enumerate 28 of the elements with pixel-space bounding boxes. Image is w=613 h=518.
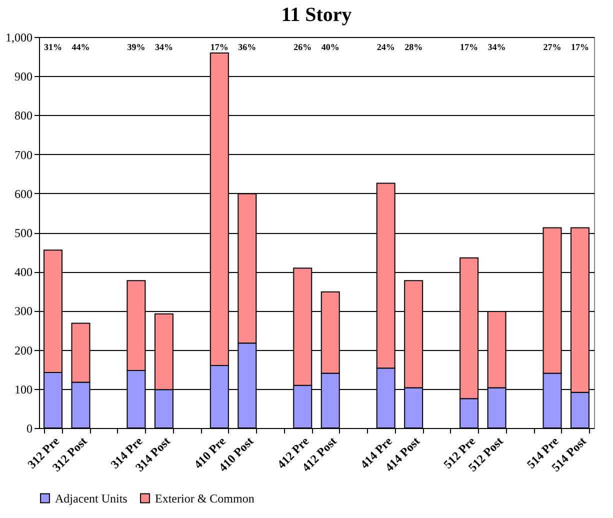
annotation: 26% [294, 42, 312, 52]
annotation: 17% [570, 42, 589, 52]
annotation: 40% [321, 42, 340, 52]
annotation: 34% [154, 42, 173, 52]
annotation: 31% [44, 42, 62, 52]
y-tick-label: 400 [14, 265, 32, 280]
legend-label: Exterior & Common [155, 491, 254, 506]
y-tick-label: 300 [14, 304, 32, 318]
annotation: 36% [238, 42, 256, 52]
annotation: 39% [127, 42, 146, 52]
y-tick-label: 1,000 [6, 30, 32, 44]
y-tick-label: 900 [14, 70, 32, 84]
y-tick-label: 0 [26, 422, 32, 436]
annotation: 28% [404, 42, 423, 52]
legend-label: Adjacent Units [55, 491, 128, 506]
annotation: 24% [376, 42, 395, 52]
annotation: 44% [72, 42, 90, 52]
annotation: 17% [460, 42, 478, 52]
chart-title: 11 Story [281, 4, 352, 26]
annotation: 27% [543, 42, 562, 52]
y-tick-label: 200 [14, 343, 32, 358]
y-tick-label: 500 [14, 226, 32, 240]
annotation: 17% [210, 42, 228, 52]
annotation: 34% [488, 42, 506, 52]
y-tick-label: 600 [14, 186, 32, 201]
y-tick-label: 700 [14, 148, 32, 162]
y-tick-label: 100 [14, 382, 32, 396]
y-tick-label: 800 [14, 108, 32, 123]
